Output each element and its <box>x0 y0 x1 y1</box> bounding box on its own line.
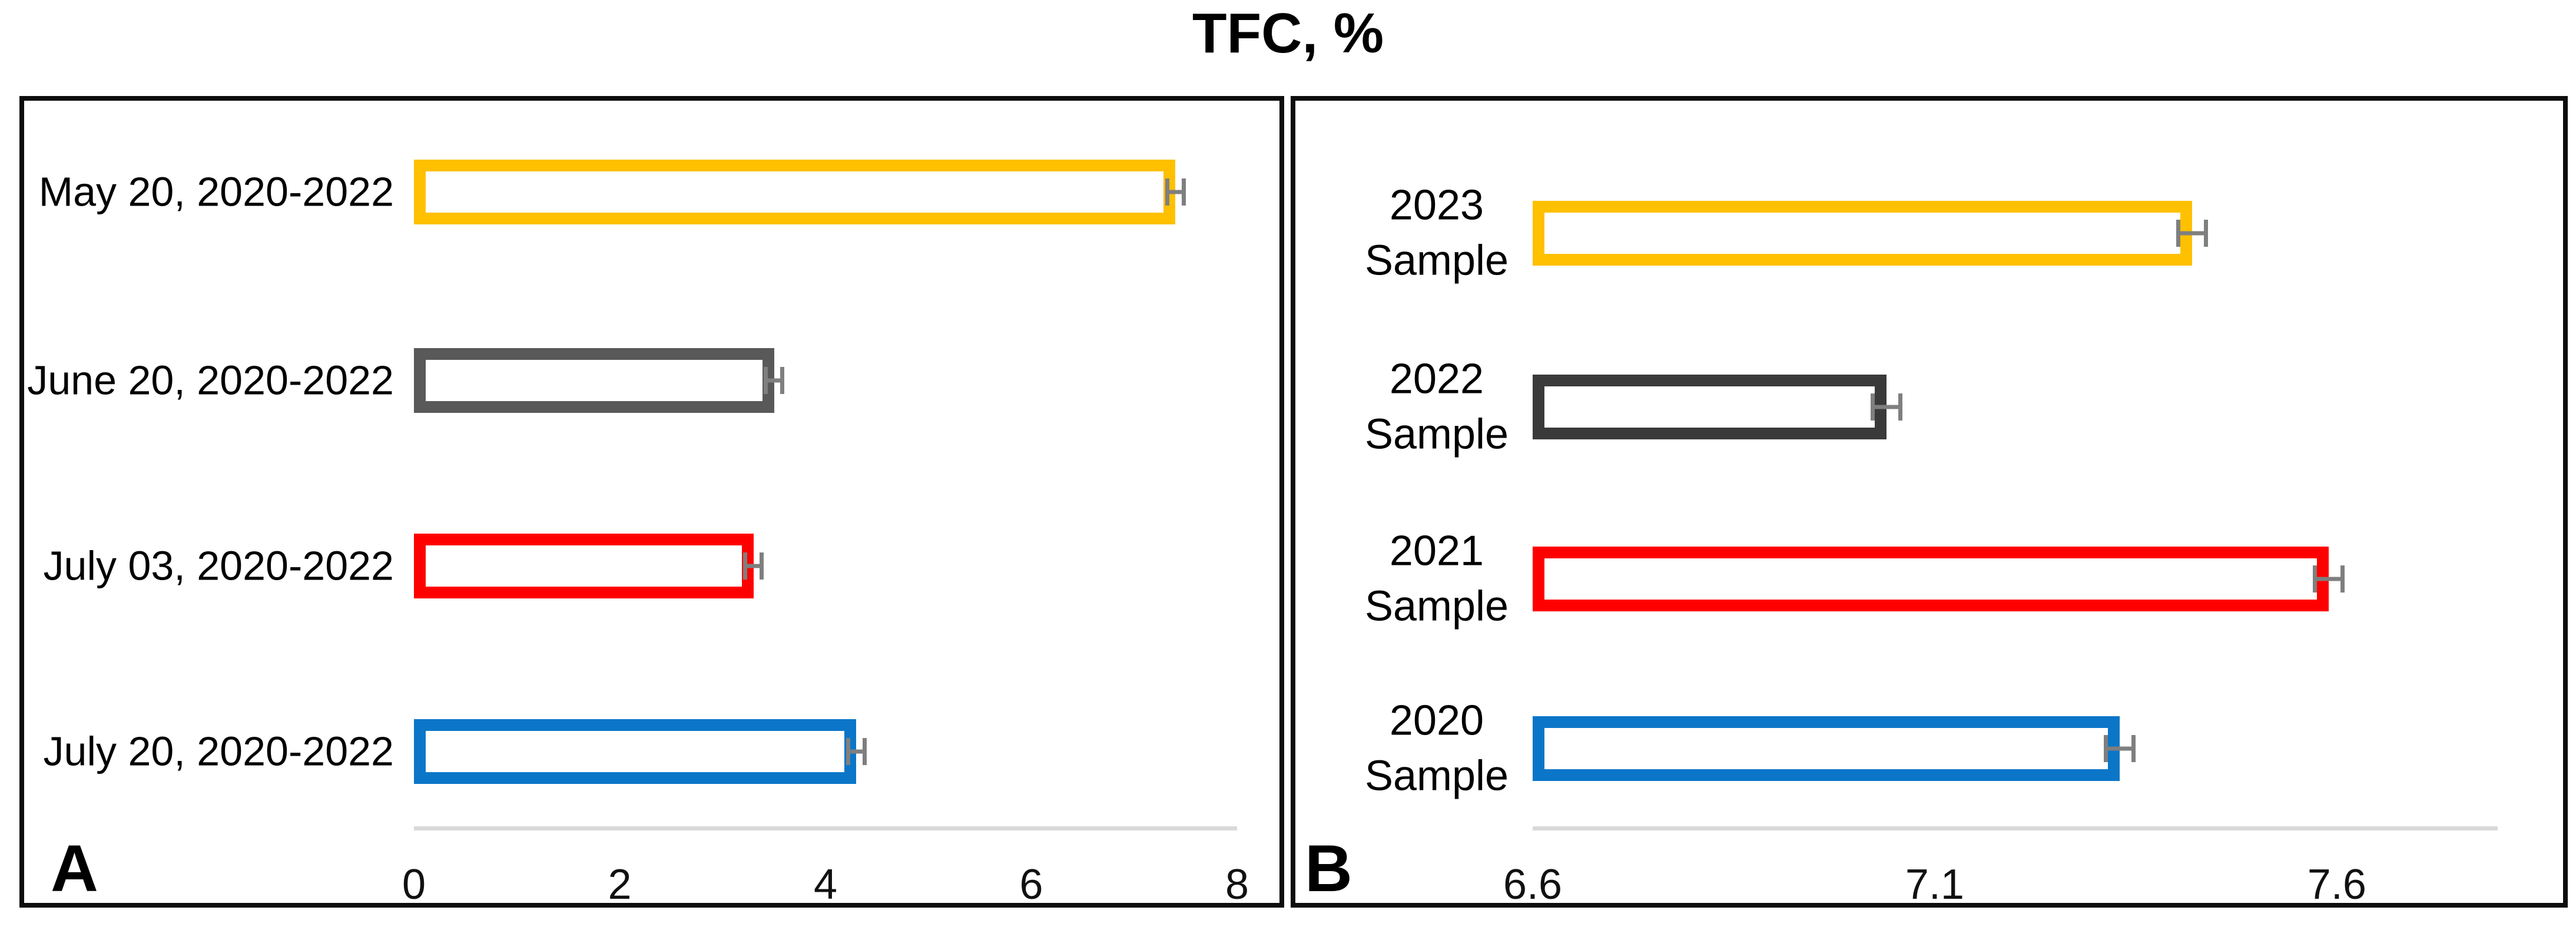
bar-may-20-2020-2022 <box>414 160 1176 224</box>
panel-a-letter: A <box>51 832 98 905</box>
x-tick-label: 7.1 <box>1905 861 1964 908</box>
x-tick-label: 4 <box>813 861 838 908</box>
bar-2023-sample <box>1533 201 2192 266</box>
x-tick-label: 7.6 <box>2307 861 2366 908</box>
error-bar-line <box>743 564 764 568</box>
category-label-may-20-2020-2022: May 20, 2020-2022 <box>38 168 394 215</box>
bar-july-20-2020-2022 <box>414 719 857 784</box>
category-label-2022-sample: 2022 Sample <box>1364 355 1509 458</box>
error-bar-line <box>2312 577 2345 581</box>
category-label-july-20-2020-2022: July 20, 2020-2022 <box>43 728 394 775</box>
figure-title: TFC, % <box>1192 2 1384 65</box>
x-axis-line <box>1533 826 2498 830</box>
category-label-2023-sample: 2023 Sample <box>1364 181 1509 284</box>
category-label-june-20-2020-2022: June 20, 2020-2022 <box>27 357 394 403</box>
x-tick-label: 6.6 <box>1503 861 1563 908</box>
error-bar-2020-sample <box>2103 735 2136 762</box>
bar-june-20-2020-2022 <box>414 348 774 413</box>
error-bar-july-03-2020-2022 <box>743 552 764 580</box>
panel-b: B 6.6 7.1 7.6 2023 Sample 2022 Sample 2021 Sa… <box>1291 96 2568 908</box>
x-tick-label: 0 <box>402 861 426 908</box>
panel-a: A 0 2 4 6 8 May 20, 2020-2022 June 20, 2020-20… <box>19 96 1284 908</box>
error-bar-2021-sample <box>2312 565 2345 593</box>
x-tick-label: 8 <box>1225 861 1249 908</box>
error-bar-line <box>1870 405 1903 409</box>
error-bar-2022-sample <box>1870 393 1903 421</box>
bar-2020-sample <box>1533 716 2120 781</box>
bar-july-03-2020-2022 <box>414 534 754 598</box>
x-tick-label: 2 <box>608 861 632 908</box>
error-bar-line <box>764 378 785 383</box>
bar-2022-sample <box>1533 375 1887 439</box>
error-bar-line <box>2176 231 2209 236</box>
error-bar-may-20-2020-2022 <box>1165 178 1186 206</box>
error-bar-line <box>2103 746 2136 751</box>
category-label-2020-sample: 2020 Sample <box>1364 697 1509 799</box>
bar-2021-sample <box>1533 547 2329 611</box>
category-label-2021-sample: 2021 Sample <box>1364 527 1509 630</box>
error-bar-2023-sample <box>2176 220 2209 247</box>
x-axis-line <box>414 826 1237 830</box>
error-bar-july-20-2020-2022 <box>846 738 867 765</box>
error-bar-line <box>846 749 867 754</box>
panel-b-letter: B <box>1305 832 1352 905</box>
category-label-july-03-2020-2022: July 03, 2020-2022 <box>43 542 394 589</box>
error-bar-june-20-2020-2022 <box>764 367 785 394</box>
error-bar-line <box>1165 190 1186 194</box>
x-tick-label: 6 <box>1019 861 1043 908</box>
